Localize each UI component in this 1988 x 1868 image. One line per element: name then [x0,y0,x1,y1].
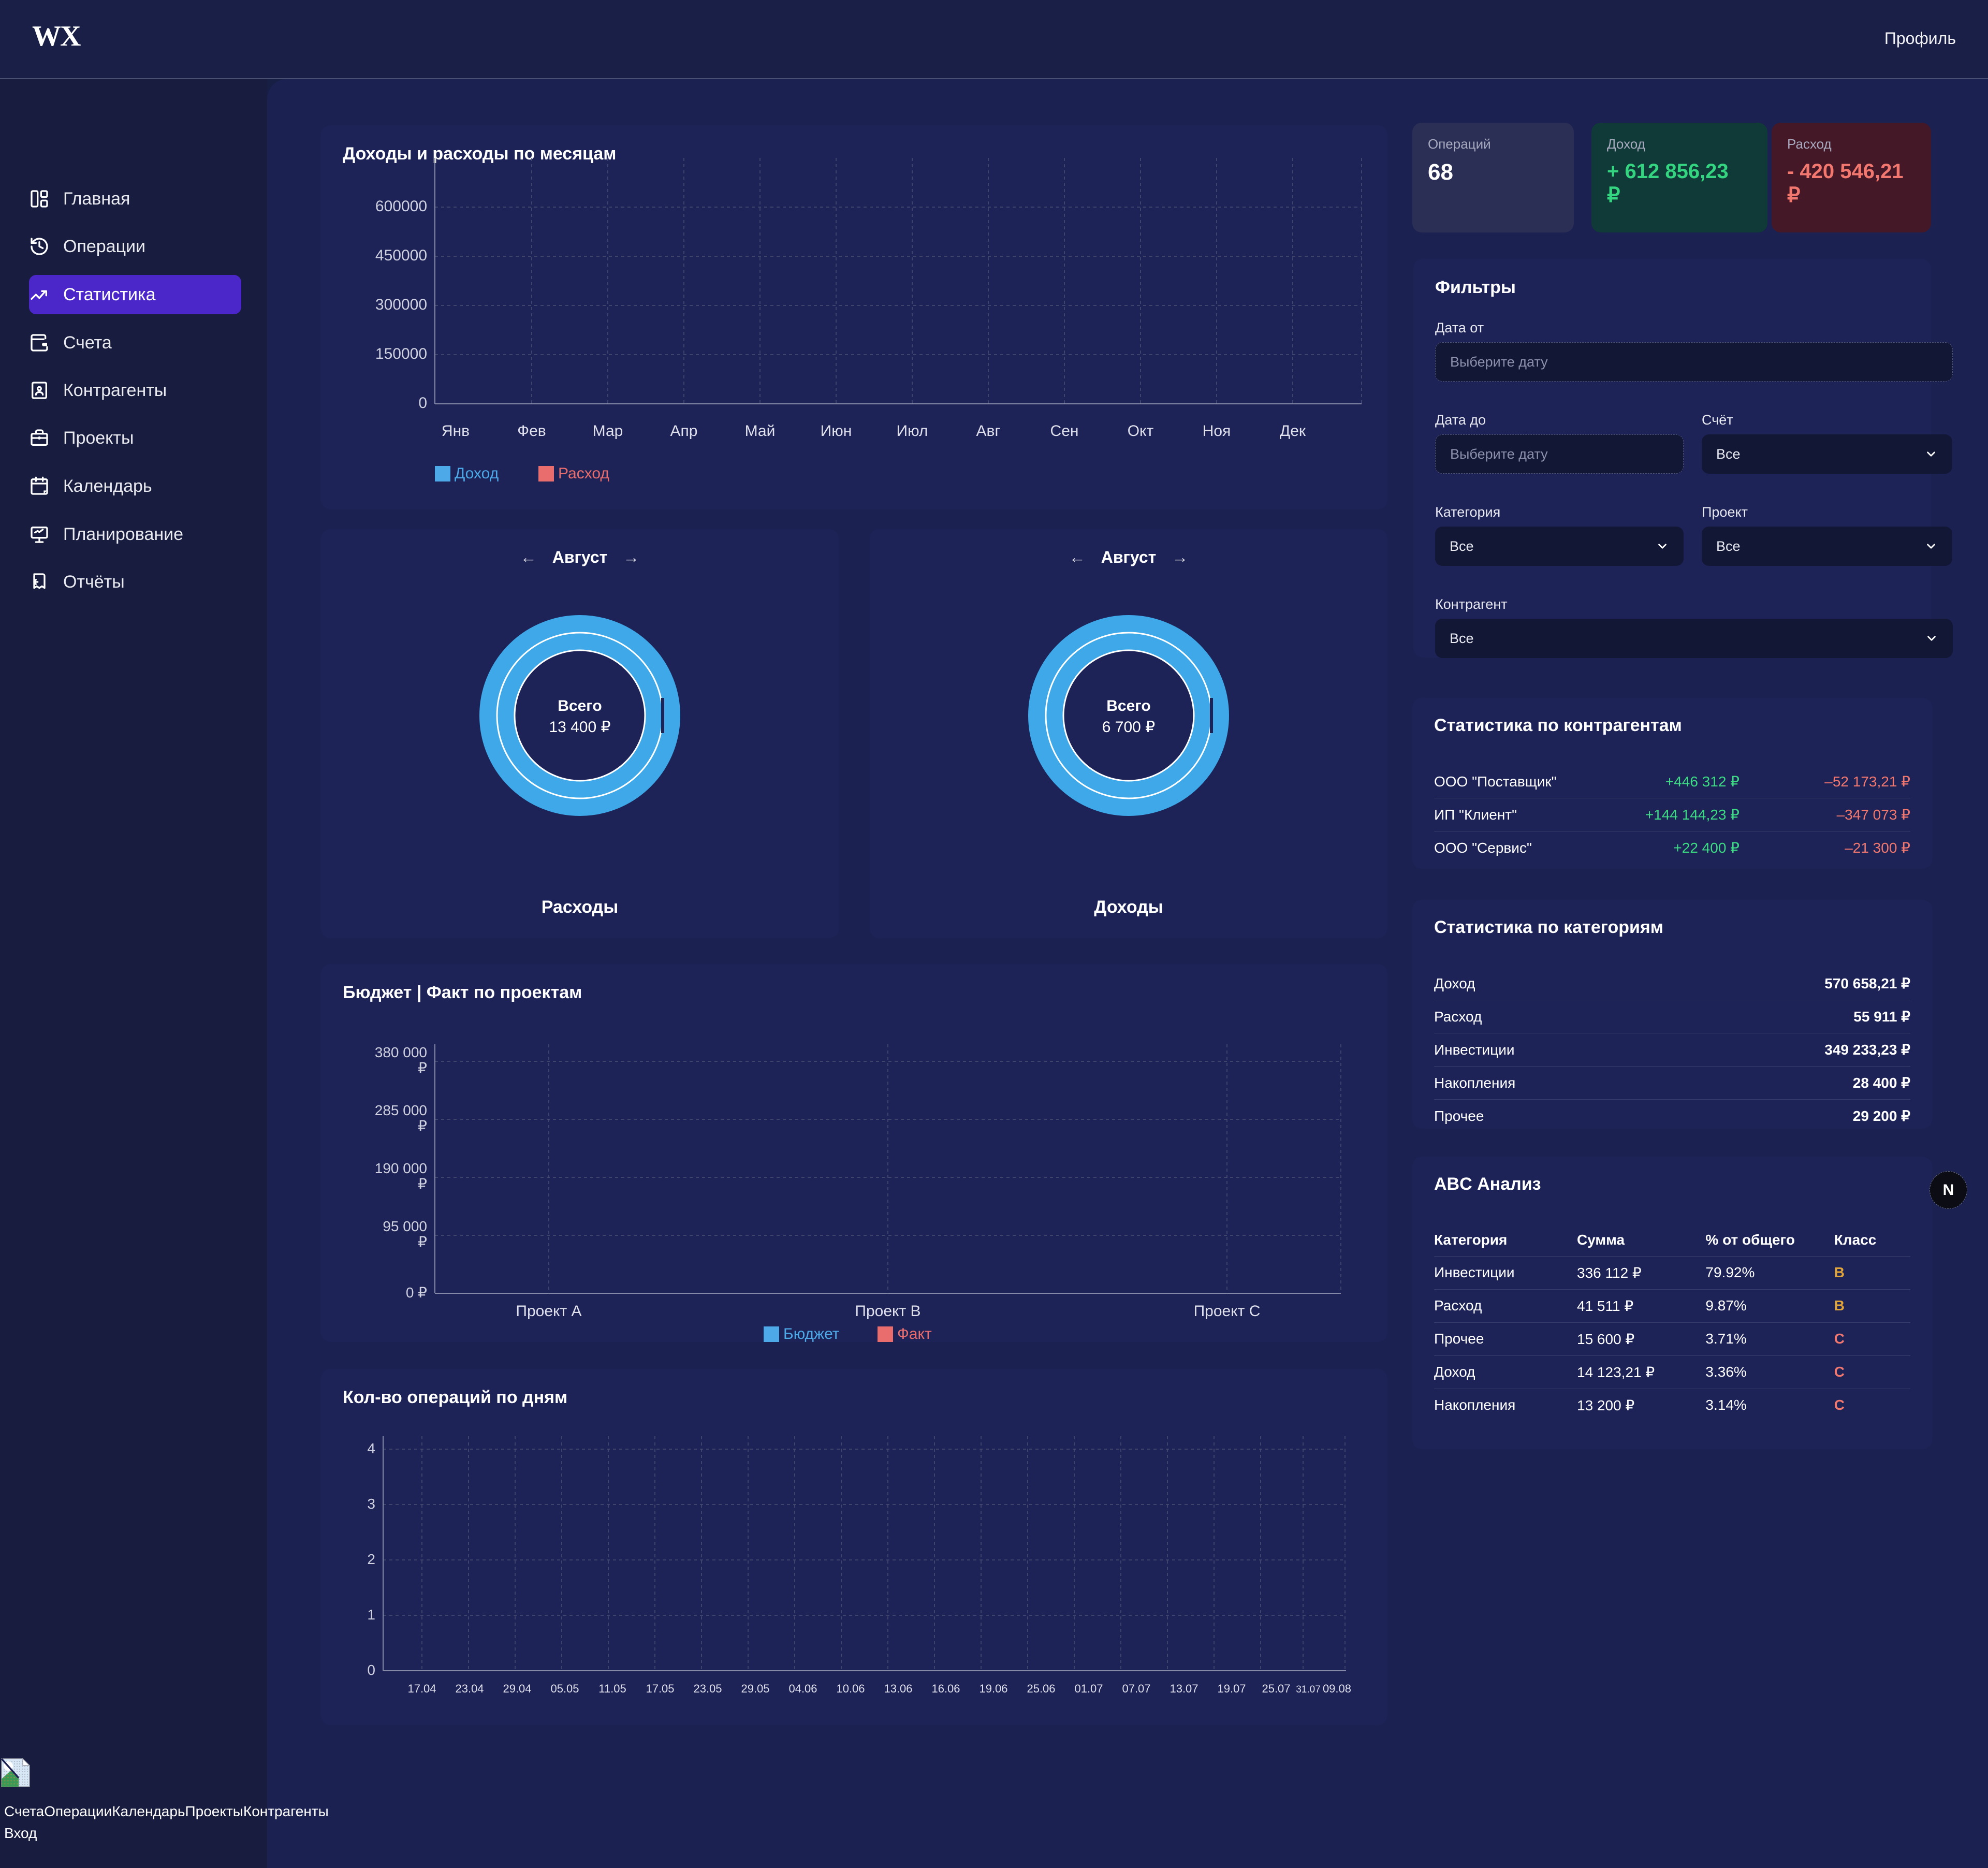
svg-text:95 000: 95 000 [383,1218,427,1234]
svg-text:29.04: 29.04 [503,1682,531,1695]
svg-text:11.05: 11.05 [598,1682,626,1695]
svg-text:1: 1 [367,1607,375,1623]
svg-text:Проект C: Проект C [1194,1303,1261,1320]
svg-text:04.06: 04.06 [788,1682,817,1695]
svg-text:₽: ₽ [418,1060,427,1076]
svg-text:Июн: Июн [821,422,852,440]
svg-text:Окт: Окт [1128,422,1154,440]
svg-text:25.06: 25.06 [1027,1682,1055,1695]
svg-text:19.06: 19.06 [979,1682,1007,1695]
svg-text:₽: ₽ [418,1176,427,1192]
svg-text:25.07: 25.07 [1262,1682,1290,1695]
svg-text:Янв: Янв [442,422,470,440]
svg-text:17.05: 17.05 [646,1682,674,1695]
svg-text:190 000: 190 000 [375,1160,427,1176]
svg-text:17.04: 17.04 [407,1682,436,1695]
svg-text:16.06: 16.06 [931,1682,960,1695]
svg-text:Мар: Мар [593,422,623,440]
svg-text:300000: 300000 [375,296,427,313]
svg-text:23.05: 23.05 [693,1682,722,1695]
svg-text:29.05: 29.05 [741,1682,769,1695]
svg-text:09.08: 09.08 [1323,1682,1351,1695]
svg-text:Факт: Факт [897,1325,932,1342]
svg-text:3: 3 [367,1496,375,1512]
svg-text:07.07: 07.07 [1122,1682,1150,1695]
svg-text:2: 2 [367,1551,375,1567]
svg-text:4: 4 [367,1440,375,1456]
svg-text:Сен: Сен [1050,422,1079,440]
svg-text:450000: 450000 [375,247,427,264]
svg-text:380 000: 380 000 [375,1044,427,1060]
svg-text:13.07: 13.07 [1170,1682,1198,1695]
svg-text:19.07: 19.07 [1217,1682,1246,1695]
svg-text:Авг: Авг [976,422,1001,440]
svg-text:10.06: 10.06 [836,1682,865,1695]
svg-text:Дек: Дек [1280,422,1306,440]
svg-text:13.06: 13.06 [884,1682,912,1695]
svg-text:150000: 150000 [375,345,427,362]
svg-text:Ноя: Ноя [1203,422,1231,440]
svg-text:₽: ₽ [418,1118,427,1134]
svg-text:0 ₽: 0 ₽ [406,1285,427,1301]
svg-text:0: 0 [418,395,427,412]
svg-text:Май: Май [745,422,776,440]
svg-text:285 000: 285 000 [375,1102,427,1118]
svg-text:05.05: 05.05 [550,1682,579,1695]
svg-text:Проект A: Проект A [516,1303,581,1320]
svg-text:₽: ₽ [418,1234,427,1250]
svg-text:Расход: Расход [558,465,609,482]
svg-text:0: 0 [367,1662,375,1678]
svg-text:Апр: Апр [670,422,698,440]
svg-text:31.07: 31.07 [1296,1684,1321,1695]
svg-text:600000: 600000 [375,198,427,215]
svg-text:Проект B: Проект B [855,1303,920,1320]
svg-text:23.04: 23.04 [455,1682,484,1695]
svg-text:Бюджет: Бюджет [783,1325,840,1342]
svg-text:Доход: Доход [455,465,499,482]
svg-text:01.07: 01.07 [1074,1682,1103,1695]
svg-text:Июл: Июл [897,422,928,440]
svg-text:Фев: Фев [517,422,546,440]
